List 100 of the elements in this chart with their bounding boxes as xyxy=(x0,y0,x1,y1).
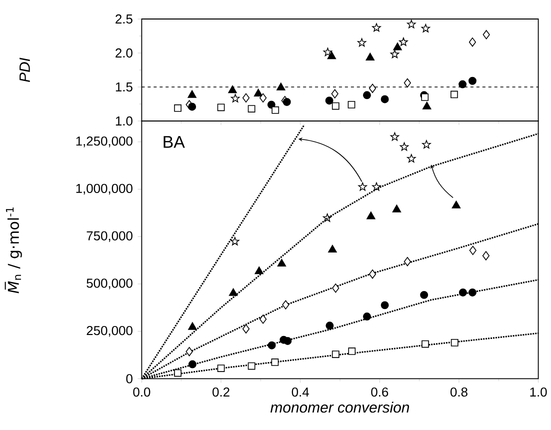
point xyxy=(271,358,279,366)
y-tick-label: 1.5 xyxy=(116,82,132,92)
point xyxy=(390,132,400,141)
point xyxy=(242,324,250,334)
point xyxy=(248,362,256,370)
point xyxy=(348,100,356,108)
point xyxy=(421,24,430,32)
y-tick-label: 0 xyxy=(126,374,132,384)
point xyxy=(276,82,286,90)
point xyxy=(323,48,332,56)
point xyxy=(357,38,366,47)
x-tick-label: 0.2 xyxy=(212,387,230,397)
point xyxy=(331,89,338,98)
point xyxy=(248,105,256,112)
point xyxy=(404,78,411,88)
point xyxy=(368,84,376,93)
point xyxy=(327,51,336,60)
point xyxy=(366,52,375,60)
point xyxy=(268,341,276,350)
point xyxy=(230,94,240,102)
point xyxy=(277,258,286,267)
y-tick-label: 2.0 xyxy=(116,48,132,58)
point xyxy=(400,142,409,151)
point xyxy=(217,364,225,372)
y-tick-label: 1,250,000 xyxy=(76,136,132,148)
point xyxy=(174,104,182,112)
point xyxy=(228,288,238,296)
point xyxy=(407,154,416,162)
point xyxy=(217,104,225,112)
point xyxy=(228,85,237,94)
y-tick-label: 1,000,000 xyxy=(76,184,132,195)
point xyxy=(368,270,376,279)
point xyxy=(407,20,416,28)
point xyxy=(188,322,197,330)
point xyxy=(421,94,429,101)
point xyxy=(186,347,193,356)
point xyxy=(325,96,334,105)
point xyxy=(422,340,429,348)
y-tick-label: 2.5 xyxy=(116,14,132,24)
x-axis-title: monomer conversion xyxy=(270,402,410,413)
point xyxy=(260,93,267,102)
point xyxy=(372,23,381,32)
x-tick-label: 0.0 xyxy=(133,387,150,397)
point xyxy=(390,50,400,58)
point xyxy=(254,266,264,274)
point xyxy=(242,93,250,102)
point xyxy=(452,200,461,208)
point xyxy=(399,38,408,46)
point xyxy=(482,30,490,40)
point xyxy=(332,350,340,358)
annotation: BA xyxy=(164,136,185,148)
point xyxy=(422,102,432,110)
point xyxy=(450,339,458,346)
y-tick-label: 1.0 xyxy=(116,116,132,126)
point xyxy=(260,314,267,324)
x-tick-label: 0.4 xyxy=(292,387,309,397)
point xyxy=(174,369,182,377)
point xyxy=(404,257,411,266)
point xyxy=(284,337,292,345)
point xyxy=(482,251,490,260)
x-tick-label: 1.0 xyxy=(530,387,547,397)
point xyxy=(372,182,381,191)
point xyxy=(458,288,467,296)
point xyxy=(254,88,263,96)
point xyxy=(328,244,337,253)
point xyxy=(188,90,196,98)
y-axis-title: M̅$_{n}$ / g·mol$^{-1}$ xyxy=(4,207,22,294)
point xyxy=(366,212,376,220)
y-tick-label: 750,000 xyxy=(86,231,132,242)
point xyxy=(282,300,290,310)
point xyxy=(188,360,196,368)
point xyxy=(392,204,402,212)
point xyxy=(348,348,356,355)
point xyxy=(188,102,196,111)
point xyxy=(332,102,340,110)
y-axis-title: PDI xyxy=(20,58,30,82)
point xyxy=(393,42,402,50)
point xyxy=(450,90,458,98)
y-tick-label: 250,000 xyxy=(86,326,132,337)
x-tick-label: 0.6 xyxy=(371,387,388,397)
point xyxy=(332,284,340,293)
point xyxy=(362,312,371,321)
point xyxy=(468,38,476,47)
point xyxy=(430,164,434,170)
point xyxy=(230,236,240,246)
point xyxy=(282,98,291,106)
point xyxy=(380,301,389,310)
point xyxy=(458,80,467,88)
x-tick-label: 0.8 xyxy=(450,387,468,397)
point xyxy=(468,288,476,296)
point xyxy=(380,95,389,104)
point xyxy=(272,106,280,114)
y-tick-label: 500,000 xyxy=(86,278,132,290)
point xyxy=(469,246,476,255)
point xyxy=(420,290,428,299)
point xyxy=(322,213,332,222)
point xyxy=(326,322,334,330)
point xyxy=(468,76,476,85)
point xyxy=(422,140,431,148)
point xyxy=(362,91,371,100)
